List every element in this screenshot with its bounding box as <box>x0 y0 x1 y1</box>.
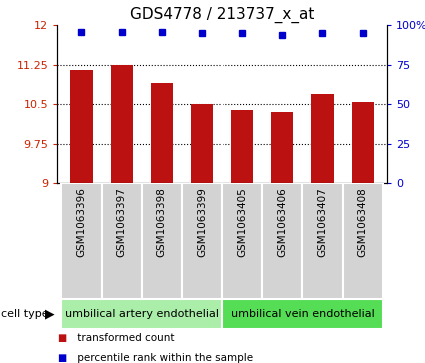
Text: GSM1063399: GSM1063399 <box>197 187 207 257</box>
Text: ■: ■ <box>57 333 67 343</box>
Bar <box>312 94 334 183</box>
Bar <box>303 183 343 299</box>
Text: GSM1063397: GSM1063397 <box>116 187 127 257</box>
Text: cell type: cell type <box>1 309 48 319</box>
Bar <box>271 112 293 183</box>
Bar <box>222 183 262 299</box>
Text: umbilical vein endothelial: umbilical vein endothelial <box>230 309 374 319</box>
Text: umbilical artery endothelial: umbilical artery endothelial <box>65 309 219 319</box>
Text: transformed count: transformed count <box>74 333 174 343</box>
Bar <box>351 102 374 183</box>
Bar <box>61 299 222 329</box>
Title: GDS4778 / 213737_x_at: GDS4778 / 213737_x_at <box>130 7 314 23</box>
Bar <box>71 70 93 183</box>
Text: percentile rank within the sample: percentile rank within the sample <box>74 352 252 363</box>
Text: ■: ■ <box>57 352 67 363</box>
Text: GSM1063407: GSM1063407 <box>317 187 328 257</box>
Bar <box>102 183 142 299</box>
Bar <box>262 183 303 299</box>
Bar <box>191 105 213 183</box>
Bar <box>182 183 222 299</box>
Text: GSM1063405: GSM1063405 <box>237 187 247 257</box>
Text: GSM1063408: GSM1063408 <box>358 187 368 257</box>
Text: GSM1063398: GSM1063398 <box>157 187 167 257</box>
Bar <box>142 183 182 299</box>
Bar <box>110 65 133 183</box>
Bar <box>61 183 102 299</box>
Bar <box>343 183 383 299</box>
Bar <box>151 83 173 183</box>
Text: ▶: ▶ <box>45 307 54 321</box>
Bar <box>222 299 383 329</box>
Bar <box>231 110 253 183</box>
Text: GSM1063406: GSM1063406 <box>278 187 287 257</box>
Text: GSM1063396: GSM1063396 <box>76 187 86 257</box>
